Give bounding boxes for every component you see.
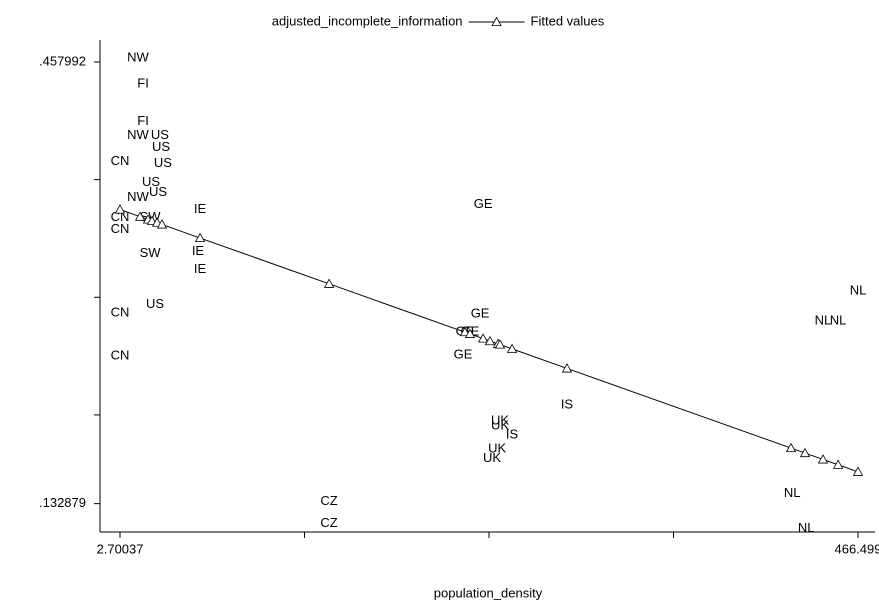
point-label: CN [111, 221, 130, 236]
fitted-marker [134, 211, 146, 221]
fitted-marker [832, 459, 844, 469]
point-label: CZ [320, 515, 337, 530]
point-label: SW [140, 245, 162, 260]
point-label: FI [137, 113, 149, 128]
legend-label: adjusted_incomplete_information [272, 13, 463, 28]
point-label: US [151, 127, 169, 142]
legend-marker [491, 16, 502, 26]
point-label: NL [784, 485, 801, 500]
fitted-marker [323, 278, 335, 288]
point-label: UK [488, 440, 506, 455]
point-label: US [146, 296, 164, 311]
point-label: IS [561, 396, 574, 411]
x-tick-label: 466.499 [835, 541, 879, 556]
point-label: US [154, 155, 172, 170]
point-label: US [142, 174, 160, 189]
point-label: US [149, 184, 167, 199]
fitted-marker [484, 335, 496, 346]
point-label: IS [506, 426, 519, 441]
x-tick-label: 2.70037 [97, 541, 144, 556]
point-label: NL [850, 283, 867, 298]
point-label: NW [127, 127, 149, 142]
point-label: NL [798, 520, 815, 535]
point-label: GE [471, 306, 490, 321]
point-label: IE [194, 261, 207, 276]
fitted-marker [494, 339, 506, 349]
y-tick-label: .132879 [39, 495, 86, 510]
point-label: CZ [320, 493, 337, 508]
point-label: CN [111, 305, 130, 320]
fitted-marker [114, 204, 126, 214]
fitted-marker [194, 232, 206, 243]
fitted-marker [785, 442, 797, 453]
point-label: IE [194, 201, 207, 216]
fitted-marker [464, 328, 476, 338]
point-label: GE [454, 347, 473, 362]
fitted-marker [852, 466, 864, 476]
point-label: UK [491, 412, 509, 427]
legend-label: Fitted values [531, 13, 605, 28]
fitted-marker [477, 333, 489, 343]
point-label: CN [111, 153, 130, 168]
x-axis-label: population_density [434, 585, 543, 600]
point-label: NW [127, 189, 149, 204]
point-label: NW [127, 49, 149, 64]
point-label: UK [483, 450, 501, 465]
fitted-marker [156, 219, 168, 229]
fitted-marker [561, 363, 573, 373]
point-label: FI [137, 75, 149, 90]
point-label: IE [192, 243, 205, 258]
fitted-marker [799, 447, 811, 458]
point-label: GE [474, 196, 493, 211]
point-label: US [152, 139, 170, 154]
y-tick-label: .457992 [39, 53, 86, 68]
fitted-marker [506, 343, 518, 353]
point-label: UK [491, 417, 509, 432]
point-label: CN [111, 348, 130, 363]
fitted-marker [817, 454, 829, 464]
point-label: NL [830, 313, 847, 328]
point-label: NL [815, 313, 832, 328]
